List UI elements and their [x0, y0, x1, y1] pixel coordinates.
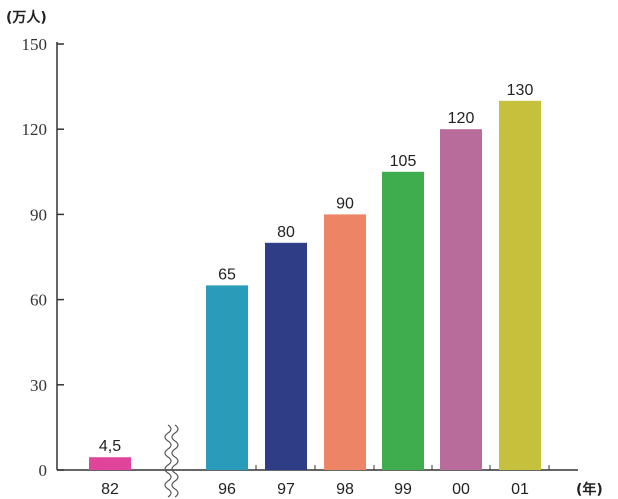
bar-98: [324, 214, 366, 470]
y-tick-label: 0: [39, 461, 48, 480]
y-tick-label: 90: [30, 205, 47, 224]
y-tick-label: 60: [30, 291, 47, 310]
y-unit-label: (万人): [6, 9, 47, 26]
axes: [56, 42, 578, 471]
bar-value-label: 80: [277, 224, 295, 241]
x-category-label: 82: [101, 481, 119, 498]
x-category-label: 98: [336, 481, 354, 498]
x-unit-label: (年): [576, 481, 603, 498]
x-category-label: 01: [511, 481, 529, 498]
bar-97: [265, 242, 307, 470]
bar-value-label: 130: [507, 82, 534, 99]
x-category-label: 96: [218, 481, 236, 498]
bars: 4,5 82 65 96 80 97 90 98 105 99 120 00 130 01: [89, 82, 541, 498]
x-category-label: 99: [394, 481, 412, 498]
bar-00: [440, 129, 482, 470]
y-ticks: 0 30 60 90 120 150: [22, 35, 550, 480]
bar-96: [206, 285, 248, 470]
y-tick-label: 150: [22, 35, 48, 54]
y-tick-label: 120: [22, 120, 48, 139]
bar-value-label: 105: [390, 153, 417, 170]
bar-99: [382, 171, 424, 471]
bar-01: [499, 100, 541, 471]
bar-82: [89, 457, 131, 470]
y-tick-label: 30: [30, 376, 47, 395]
bar-value-label: 65: [218, 266, 236, 283]
bar-value-label: 120: [448, 110, 475, 127]
x-category-label: 00: [452, 481, 470, 498]
x-category-label: 97: [277, 481, 295, 498]
bar-value-label: 90: [336, 195, 354, 212]
axis-break-symbol: [164, 424, 179, 498]
bar-value-label: 4,5: [99, 438, 121, 455]
